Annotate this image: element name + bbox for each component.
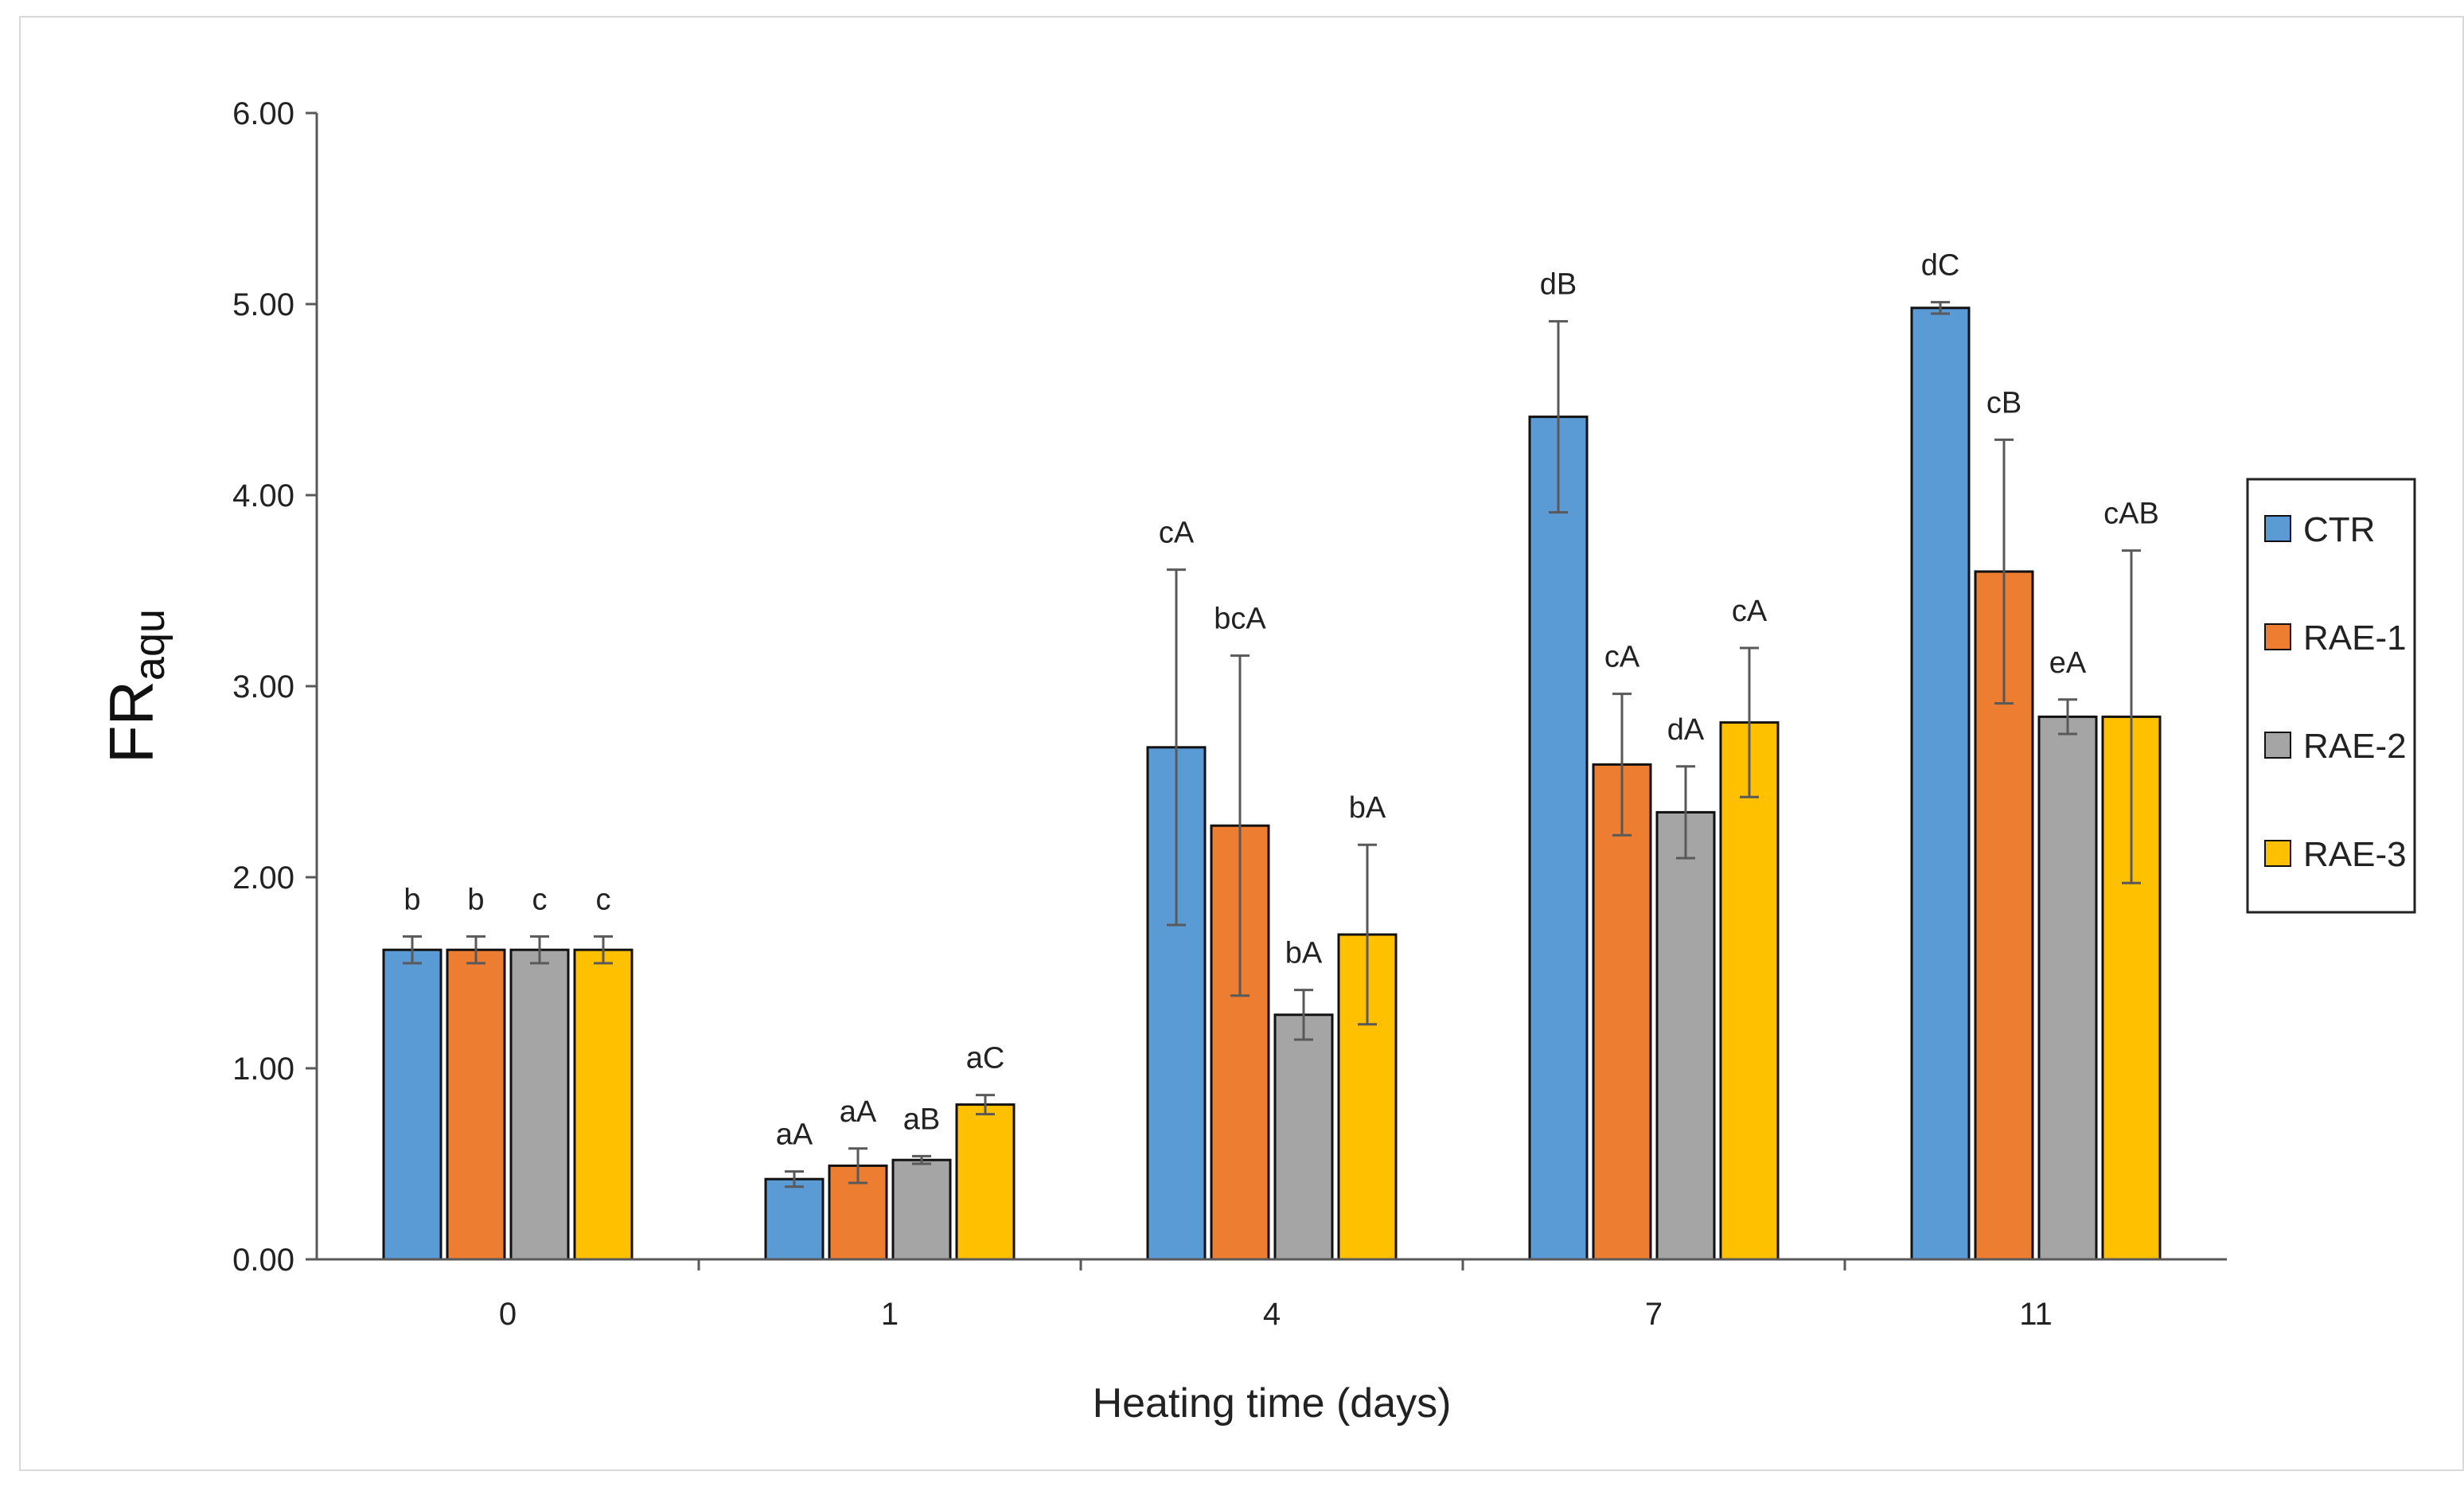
bar-ctr-day-7 [1528, 416, 1589, 1261]
y-axis-title-main: FR [96, 681, 166, 763]
y-axis-title-subscript: aqu [126, 609, 173, 681]
x-tick-label: 7 [1645, 1297, 1663, 1332]
data-label: dC [1921, 249, 1960, 283]
legend-label-rae-1: RAE-1 [2303, 619, 2407, 658]
legend-swatch-rae-2 [2264, 732, 2291, 759]
data-label: c [532, 883, 548, 916]
data-label: bA [1349, 791, 1386, 825]
data-label: eA [2049, 646, 2087, 680]
data-label: cAB [2103, 498, 2159, 531]
x-axis-title: Heating time (days) [1093, 1380, 1452, 1427]
data-label: b [467, 883, 484, 916]
data-label: dB [1540, 268, 1577, 302]
legend-swatch-rae-1 [2264, 623, 2291, 650]
bar-rae-1-day-7 [1592, 763, 1652, 1261]
legend-label-ctr: CTR [2303, 510, 2375, 549]
data-label: b [404, 883, 420, 916]
data-label: cB [1986, 386, 2021, 420]
x-tick-label: 11 [2019, 1297, 2053, 1332]
data-label: bcA [1214, 603, 1266, 636]
bar-ctr-day-1 [764, 1177, 825, 1261]
bar-ctr-day-11 [1910, 306, 1971, 1261]
legend-swatch-ctr [2264, 515, 2291, 542]
y-tick-label: 3.00 [232, 669, 294, 704]
data-label: c [596, 883, 611, 916]
x-tick-label: 4 [1263, 1297, 1281, 1332]
data-label: cA [1732, 595, 1768, 628]
legend-swatch-rae-3 [2264, 840, 2291, 867]
data-label: bA [1285, 937, 1323, 970]
y-tick-label: 4.00 [232, 478, 294, 513]
data-label: cA [1604, 641, 1640, 674]
data-label: aA [776, 1118, 813, 1152]
bar-rae-2-day-11 [2037, 715, 2098, 1261]
x-tick-label: 0 [499, 1297, 517, 1332]
data-label: aB [903, 1103, 940, 1136]
bar-rae-2-day-0 [509, 948, 570, 1261]
x-tick-label: 1 [881, 1297, 899, 1332]
y-tick-label: 5.00 [232, 287, 294, 322]
y-tick-label: 1.00 [232, 1052, 294, 1087]
data-label: aC [966, 1042, 1005, 1075]
bar-rae-1-day-0 [446, 948, 506, 1261]
data-label: cA [1159, 517, 1195, 550]
y-axis-title: FRaqu [96, 609, 173, 763]
y-tick-label: 6.00 [232, 96, 294, 131]
legend: CTR RAE-1 RAE-2 RAE-3 [2246, 478, 2416, 914]
y-tick-label: 0.00 [232, 1243, 294, 1278]
bar-rae-3-day-7 [1719, 721, 1780, 1261]
bar-rae-2-day-1 [891, 1158, 952, 1261]
legend-label-rae-3: RAE-3 [2303, 835, 2407, 874]
bar-rae-3-day-0 [573, 948, 634, 1261]
y-tick-label: 2.00 [232, 861, 294, 896]
legend-label-rae-2: RAE-2 [2303, 727, 2407, 766]
bar-rae-2-day-4 [1273, 1013, 1334, 1261]
data-label: aA [840, 1095, 877, 1129]
data-label: dA [1667, 713, 1705, 747]
bar-ctr-day-0 [382, 948, 443, 1261]
bar-rae-2-day-7 [1655, 810, 1716, 1261]
bar-rae-3-day-1 [955, 1103, 1016, 1261]
